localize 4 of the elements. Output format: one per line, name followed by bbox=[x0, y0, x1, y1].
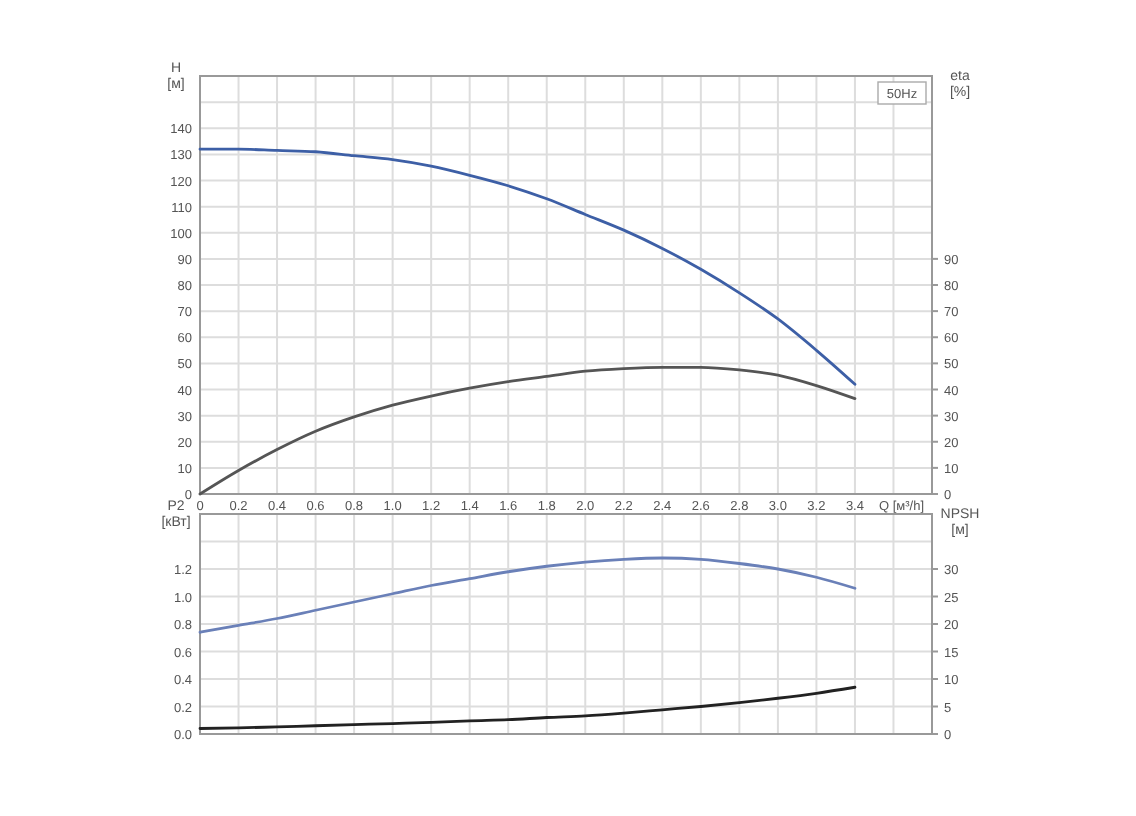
line-series bbox=[198, 556, 857, 634]
line-series bbox=[198, 365, 857, 496]
line-series bbox=[198, 147, 857, 386]
line-series bbox=[198, 685, 857, 730]
